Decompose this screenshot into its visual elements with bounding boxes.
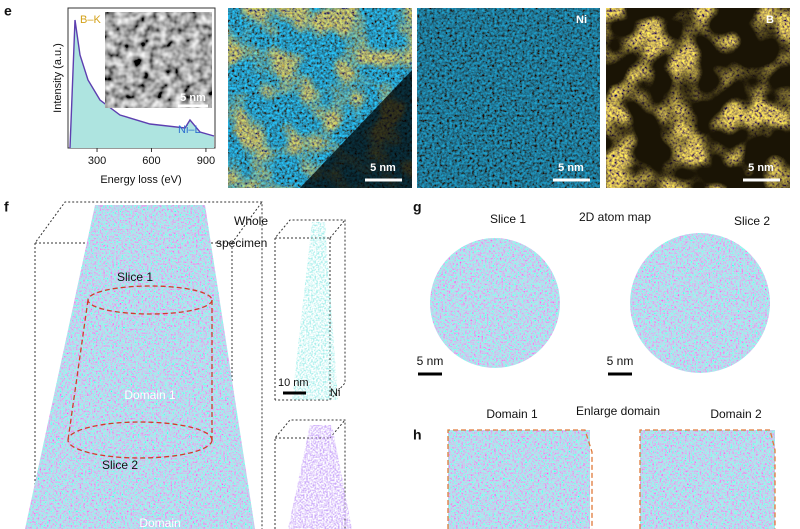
spectrum-fill: [70, 20, 214, 148]
scale-label: 5 nm: [417, 354, 444, 368]
map-scale: 5 nm: [370, 162, 396, 174]
scale-label: 10 nm: [278, 377, 309, 389]
map-element: B: [766, 14, 774, 26]
edge-label: Ni–L: [178, 124, 201, 136]
x-axis-label: Energy loss (eV): [100, 174, 181, 186]
panel-label: h: [413, 427, 422, 443]
annotation: specimen: [216, 236, 267, 250]
annotation: Slice 2: [102, 458, 138, 472]
annotation: Whole: [234, 214, 268, 228]
edge-label: B–K: [80, 14, 101, 26]
domain-outline: [447, 429, 776, 529]
panel-label: f: [4, 199, 9, 215]
annotation: Slice 1: [117, 270, 153, 284]
x-tick-label: 900: [197, 155, 215, 167]
annotation: Domain 1: [486, 407, 538, 421]
annotation: Domain 1: [124, 388, 176, 402]
x-tick-label: 600: [142, 155, 160, 167]
annotation: Slice 2: [734, 214, 770, 228]
inset-image: [105, 12, 212, 108]
annotation: Slice 1: [490, 212, 526, 226]
map-image: [417, 8, 600, 188]
annotation: Domain: [139, 516, 180, 529]
domain-map: [640, 430, 775, 529]
title: Enlarge domain: [576, 404, 660, 418]
panel-label: g: [413, 199, 422, 215]
atom-map: [430, 238, 560, 368]
map-element: Ni: [576, 14, 587, 26]
annotation: Domain 2: [710, 407, 762, 421]
element-label: Ni: [330, 387, 340, 399]
map-scale: 5 nm: [748, 162, 774, 174]
x-tick-label: 300: [88, 155, 106, 167]
slice-outline: [67, 285, 213, 459]
domain-map: [448, 430, 590, 529]
y-axis-label: Intensity (a.u.): [52, 43, 64, 113]
title: 2D atom map: [579, 210, 651, 224]
map-image: [606, 8, 790, 188]
panel-label: e: [4, 3, 12, 19]
map-scale: 5 nm: [558, 162, 584, 174]
atom-map: [630, 233, 770, 373]
spectrum-line: [69, 19, 215, 149]
ni-tomography: [292, 222, 338, 400]
scale-label: 5 nm: [607, 354, 634, 368]
map-shadow: [300, 70, 412, 188]
inset-scale: 5 nm: [180, 92, 206, 104]
